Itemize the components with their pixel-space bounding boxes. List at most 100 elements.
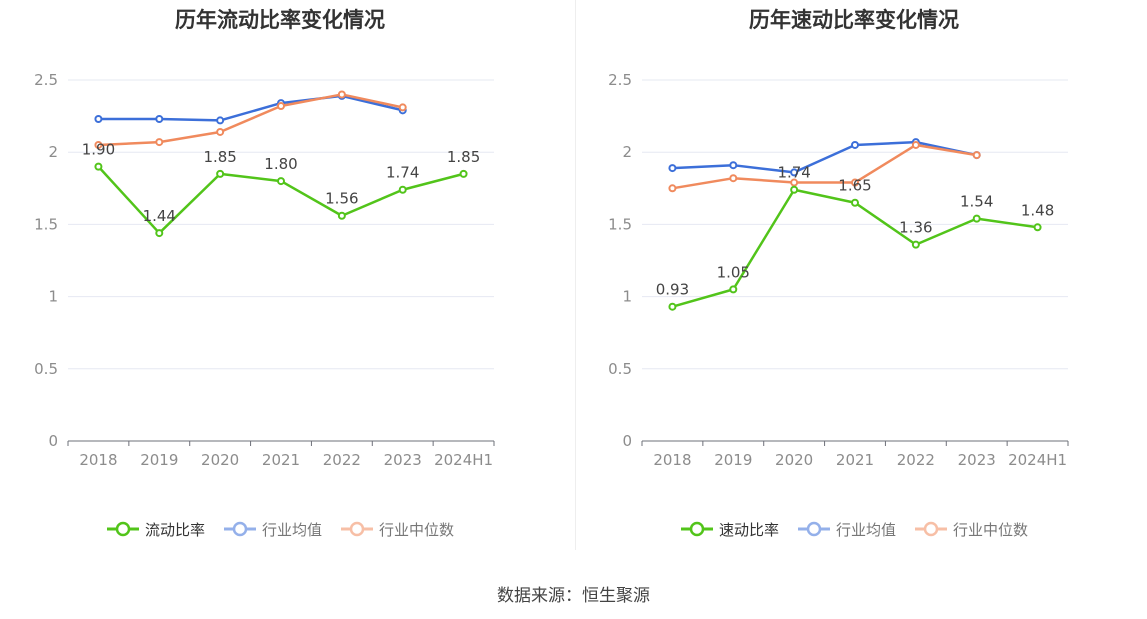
data-label: 1.54 [960,193,993,211]
data-point [459,169,468,178]
data-label: 1.65 [838,177,871,195]
data-point [729,161,738,170]
y-tick-label: 2 [622,143,632,161]
x-tick-label: 2024H1 [434,451,493,469]
legend-label: 行业中位数 [953,520,1029,539]
x-tick-label: 2024H1 [1008,451,1067,469]
y-tick-label: 1 [48,288,58,306]
data-point [851,198,859,207]
data-point [94,114,103,123]
data-point [911,240,920,249]
legend-item[interactable]: 流动比率 [106,518,205,540]
data-label: 1.48 [1021,201,1054,219]
data-point [668,184,677,193]
data-label: 1.85 [447,148,480,166]
legend-marker-icon [223,521,256,537]
legend-item[interactable]: 行业中位数 [914,518,1028,540]
y-tick-label: 2.5 [34,71,58,89]
data-point [94,162,103,171]
chart-legend: 流动比率 行业均值 行业中位数 [0,518,560,540]
x-tick-label: 2022 [323,451,361,469]
legend-label: 行业均值 [261,520,322,539]
x-tick-label: 2019 [140,451,178,469]
data-point [94,140,103,149]
data-label: 0.93 [656,281,689,299]
panel-divider [575,0,576,550]
data-point [155,114,164,123]
legend-label: 行业中位数 [379,520,455,539]
y-tick-label: 0.5 [608,360,632,378]
data-point [851,140,859,149]
data-label: 1.85 [203,148,236,166]
series-line [672,143,977,190]
y-tick-label: 0 [48,432,58,450]
data-point [972,151,981,160]
data-point [911,140,920,149]
y-tick-label: 2.5 [608,71,632,89]
chart-title: 历年速动比率变化情况 [749,8,959,32]
y-tick-label: 1.5 [34,215,58,233]
current-ratio-plot: 0 0.5 1 1.5 2 2.5 2018 2019 2020 2021 2022 2023 2024… [34,71,495,469]
data-label: 1.74 [386,164,419,182]
data-point [155,229,164,238]
data-point [729,174,738,183]
data-point [216,169,225,178]
current-ratio-chart: 历年流动比率变化情况 0 0.5 1 1.5 2 2.5 2018 2019 2020 2021 2… [0,0,574,550]
legend-label: 行业均值 [835,520,896,539]
data-point [851,178,859,187]
data-point [398,185,407,194]
data-point [1033,223,1042,232]
chart-title: 历年流动比率变化情况 [175,8,385,32]
data-label: 1.36 [899,219,932,237]
legend-item[interactable]: 行业中位数 [340,518,454,540]
data-point [729,285,738,294]
legend-item[interactable]: 行业均值 [223,518,322,540]
legend-item[interactable]: 速动比率 [680,518,779,540]
data-label: 1.05 [717,263,750,281]
quick-ratio-chart: 历年速动比率变化情况 0 0.5 1 1.5 2 2.5 2018 2019 2020 2021 2… [574,0,1147,550]
x-tick-label: 2018 [653,451,691,469]
legend-marker-icon [915,521,947,537]
data-point [972,214,981,223]
data-point [790,185,799,194]
x-tick-label: 2023 [958,451,996,469]
series-line [98,94,404,122]
x-tick-label: 2020 [775,451,813,469]
x-tick-label: 2018 [79,451,117,469]
data-label: 1.74 [777,164,810,182]
data-point [277,177,285,186]
legend-item[interactable]: 行业均值 [797,518,896,540]
x-tick-label: 2023 [384,451,422,469]
data-point [790,168,799,177]
y-tick-label: 1 [622,288,632,306]
data-point [668,164,677,173]
data-point [668,302,677,311]
data-label: 1.56 [325,190,358,208]
series-line [672,140,977,174]
chart-legend: 速动比率 行业均值 行业中位数 [574,518,1134,540]
series-line [98,93,403,147]
x-tick-label: 2019 [714,451,752,469]
data-point [337,90,346,99]
data-point [216,127,225,136]
data-point [216,116,225,125]
data-point [790,178,799,187]
legend-marker-icon [680,521,713,537]
legend-marker-icon [106,521,139,537]
x-tick-label: 2020 [201,451,239,469]
x-tick-label: 2021 [262,451,300,469]
x-tick-label: 2021 [836,451,874,469]
data-label: 1.80 [264,155,297,173]
data-point [155,138,164,147]
legend-label: 速动比率 [718,520,779,539]
data-point [398,103,407,112]
legend-marker-icon [797,521,830,537]
y-tick-label: 0 [622,432,632,450]
y-tick-label: 1.5 [608,215,632,233]
quick-ratio-plot: 0 0.5 1 1.5 2 2.5 2018 2019 2020 2021 2022 2023 2024… [608,71,1069,469]
data-point [277,101,285,110]
data-label: 1.44 [143,207,176,225]
data-source-text: 数据来源：恒生聚源 [497,586,650,606]
x-tick-label: 2022 [897,451,935,469]
data-label: 1.90 [82,141,115,159]
